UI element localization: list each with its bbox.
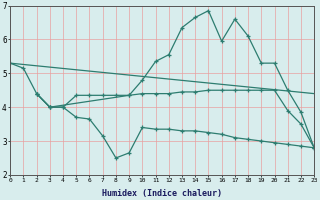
X-axis label: Humidex (Indice chaleur): Humidex (Indice chaleur) — [102, 189, 222, 198]
